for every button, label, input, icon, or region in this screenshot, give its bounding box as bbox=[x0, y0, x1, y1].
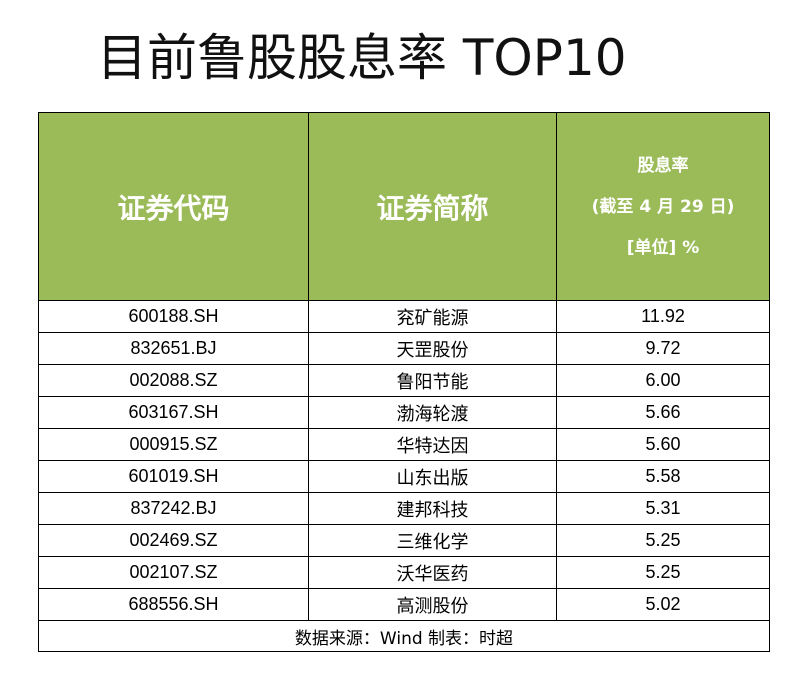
cell-name: 三维化学 bbox=[308, 524, 557, 557]
cell-code: 603167.SH bbox=[38, 396, 309, 429]
table-row: 002107.SZ 沃华医药 5.25 bbox=[38, 556, 770, 589]
cell-code: 002107.SZ bbox=[38, 556, 309, 589]
dividend-yield-table: 证券代码 证券简称 股息率 (截至 4 月 29 日) [单位] % 60018… bbox=[38, 112, 770, 652]
cell-yield: 6.00 bbox=[556, 364, 770, 397]
cell-code: 002088.SZ bbox=[38, 364, 309, 397]
cell-name: 高测股份 bbox=[308, 588, 557, 621]
header-yield-unit: [单位] % bbox=[626, 237, 700, 258]
header-security-name-label: 证券简称 bbox=[376, 191, 489, 225]
table-row: 002469.SZ 三维化学 5.25 bbox=[38, 524, 770, 557]
cell-yield: 5.66 bbox=[556, 396, 770, 429]
table-body: 600188.SH 兖矿能源 11.92 832651.BJ 天罡股份 9.72… bbox=[38, 300, 770, 621]
cell-code: 600188.SH bbox=[38, 300, 309, 333]
table-header-row: 证券代码 证券简称 股息率 (截至 4 月 29 日) [单位] % bbox=[38, 112, 770, 301]
header-yield-label: 股息率 bbox=[637, 155, 689, 176]
cell-code: 000915.SZ bbox=[38, 428, 309, 461]
cell-name: 沃华医药 bbox=[308, 556, 557, 589]
cell-yield: 5.25 bbox=[556, 524, 770, 557]
cell-name: 渤海轮渡 bbox=[308, 396, 557, 429]
cell-yield: 11.92 bbox=[556, 300, 770, 333]
cell-code: 002469.SZ bbox=[38, 524, 309, 557]
cell-code: 688556.SH bbox=[38, 588, 309, 621]
table-row: 002088.SZ 鲁阳节能 6.00 bbox=[38, 364, 770, 397]
cell-name: 天罡股份 bbox=[308, 332, 557, 365]
cell-code: 832651.BJ bbox=[38, 332, 309, 365]
cell-code: 837242.BJ bbox=[38, 492, 309, 525]
table-row: 000915.SZ 华特达因 5.60 bbox=[38, 428, 770, 461]
cell-yield: 5.02 bbox=[556, 588, 770, 621]
cell-name: 建邦科技 bbox=[308, 492, 557, 525]
cell-name: 兖矿能源 bbox=[308, 300, 557, 333]
table-row: 601019.SH 山东出版 5.58 bbox=[38, 460, 770, 493]
cell-name: 华特达因 bbox=[308, 428, 557, 461]
header-yield-date: (截至 4 月 29 日) bbox=[591, 196, 735, 217]
header-security-name: 证券简称 bbox=[308, 112, 557, 301]
cell-yield: 5.58 bbox=[556, 460, 770, 493]
cell-name: 鲁阳节能 bbox=[308, 364, 557, 397]
table-row: 600188.SH 兖矿能源 11.92 bbox=[38, 300, 770, 333]
cell-yield: 5.60 bbox=[556, 428, 770, 461]
data-source-note: 数据来源：Wind 制表：时超 bbox=[38, 620, 770, 652]
cell-yield: 5.31 bbox=[556, 492, 770, 525]
cell-yield: 9.72 bbox=[556, 332, 770, 365]
table-row: 688556.SH 高测股份 5.02 bbox=[38, 588, 770, 621]
table-row: 837242.BJ 建邦科技 5.31 bbox=[38, 492, 770, 525]
page-title: 目前鲁股股息率 TOP10 bbox=[97, 29, 627, 87]
table-row: 832651.BJ 天罡股份 9.72 bbox=[38, 332, 770, 365]
cell-yield: 5.25 bbox=[556, 556, 770, 589]
header-security-code: 证券代码 bbox=[38, 112, 309, 301]
header-security-code-label: 证券代码 bbox=[117, 191, 230, 225]
table-row: 603167.SH 渤海轮渡 5.66 bbox=[38, 396, 770, 429]
cell-name: 山东出版 bbox=[308, 460, 557, 493]
cell-code: 601019.SH bbox=[38, 460, 309, 493]
header-dividend-yield: 股息率 (截至 4 月 29 日) [单位] % bbox=[556, 112, 770, 301]
table-footer-row: 数据来源：Wind 制表：时超 bbox=[38, 620, 770, 652]
